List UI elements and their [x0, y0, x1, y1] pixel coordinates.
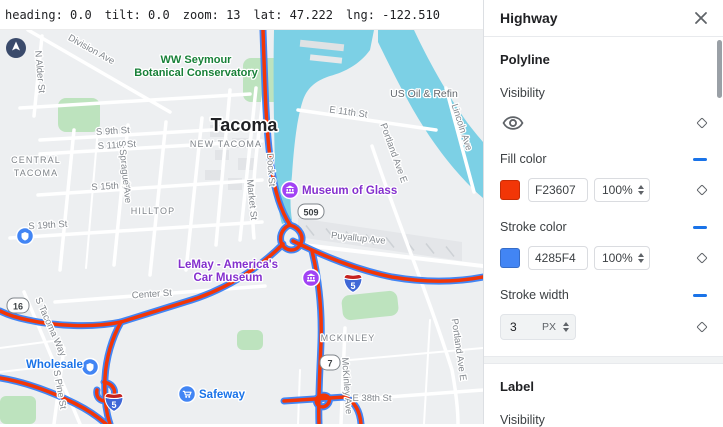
- poi-label-museum-of-glass: Museum of Glass: [302, 185, 397, 197]
- area-label-central-2: TACOMA: [14, 168, 58, 178]
- street-label-e38th: E 38th St: [352, 393, 391, 404]
- stroke-width-arrows[interactable]: [561, 322, 571, 332]
- shield-label-16: 16: [13, 302, 23, 312]
- street-label-mckinley-ave: McKinley Ave: [339, 357, 354, 414]
- stroke-inherit-diamond-icon[interactable]: [695, 251, 709, 265]
- stroke-width-label: Stroke width: [500, 288, 569, 302]
- fill-opacity-stepper[interactable]: 100%: [594, 178, 650, 202]
- stroke-color-label: Stroke color: [500, 220, 567, 234]
- fill-color-swatch[interactable]: [500, 180, 520, 200]
- poi-shield-icon-1[interactable]: [15, 226, 35, 246]
- street-label-s11th: S 11th St: [97, 139, 136, 152]
- safeway-cart-icon[interactable]: [177, 384, 197, 404]
- stroke-override-dash-icon[interactable]: [693, 225, 707, 229]
- area-label-new-tacoma: NEW TACOMA: [190, 139, 262, 149]
- panel-title: Highway: [500, 10, 558, 26]
- lemay-museum-icon[interactable]: [301, 268, 321, 288]
- interstate-shield-i5-south: 5: [104, 393, 124, 413]
- compass-control[interactable]: [6, 38, 26, 58]
- stroke-opacity-stepper[interactable]: 100%: [594, 246, 650, 270]
- street-label-s9th: S 9th St: [96, 125, 131, 138]
- shield-label-i5: 5: [111, 400, 116, 410]
- fill-override-dash-icon[interactable]: [693, 157, 707, 161]
- stroke-color-hex-input[interactable]: [528, 246, 588, 270]
- stat-heading: heading: 0.0: [5, 7, 92, 22]
- fill-opacity-arrows[interactable]: [636, 185, 646, 195]
- map-svg: 509 16 7 5 5: [0, 30, 483, 424]
- section-divider: [484, 356, 723, 364]
- fill-opacity-value: 100%: [602, 183, 633, 197]
- street-label-dock: Dock St: [264, 153, 277, 187]
- water-areas: [273, 30, 483, 224]
- route-shield-7: 7: [319, 354, 341, 371]
- camera-status-bar: heading: 0.0 tilt: 0.0 zoom: 13 lat: 47.…: [0, 0, 483, 30]
- stat-tilt: tilt: 0.0: [104, 7, 170, 22]
- fill-color-label: Fill color: [500, 152, 547, 166]
- pier-structures: [299, 39, 345, 64]
- street-label-s15th: S 15th St: [91, 180, 131, 193]
- polyline-section: Polyline Visibility Fill color 100%: [484, 52, 723, 340]
- rail-yard: [298, 218, 462, 261]
- poi-label-conservatory-2: Botanical Conservatory: [134, 67, 258, 79]
- poi-label-safeway: Safeway: [199, 389, 246, 401]
- stroke-color-swatch[interactable]: [500, 248, 520, 268]
- poi-label-wholesale: Wholesale: [26, 359, 83, 371]
- poi-label-lemay-2: Car Museum: [193, 272, 262, 284]
- section-heading-label: Label: [500, 379, 534, 394]
- map-canvas[interactable]: 509 16 7 5 5: [0, 30, 483, 424]
- fill-color-hex-input[interactable]: [528, 178, 588, 202]
- stroke-width-stepper[interactable]: 3 PX: [500, 314, 576, 340]
- area-label-hilltop: HILLTOP: [131, 206, 175, 216]
- visibility-eye-toggle[interactable]: [500, 112, 526, 134]
- stroke-width-override-dash-icon[interactable]: [693, 293, 707, 297]
- stroke-width-unit: PX: [541, 321, 556, 333]
- stroke-opacity-arrows[interactable]: [636, 253, 646, 263]
- area-label-mckinley: MCKINLEY: [321, 333, 376, 343]
- panel-header: Highway: [484, 0, 723, 37]
- stat-lat: lat: 47.222: [253, 7, 334, 22]
- poi-label-conservatory-1: WW Seymour: [161, 54, 233, 66]
- label-visibility-label: Visibility: [500, 413, 545, 427]
- museum-of-glass-icon[interactable]: [280, 180, 300, 200]
- street-label-alder: N Alder St: [32, 50, 47, 94]
- poi-label-lemay-1: LeMay - America's: [178, 259, 278, 271]
- city-label-tacoma: Tacoma: [211, 115, 279, 135]
- interstate-shield-i5-north: 5: [343, 274, 363, 294]
- stat-zoom: zoom: 13: [182, 7, 241, 22]
- area-label-central-1: CENTRAL: [11, 155, 61, 165]
- fill-inherit-diamond-icon[interactable]: [695, 183, 709, 197]
- section-heading-polyline: Polyline: [500, 52, 550, 67]
- poi-label-us-oil: US Oil & Refin: [390, 88, 458, 100]
- shield-label-i5: 5: [350, 281, 355, 291]
- shield-label-509: 509: [303, 208, 318, 218]
- stroke-opacity-value: 100%: [602, 251, 633, 265]
- shield-label-7: 7: [327, 359, 332, 369]
- close-icon[interactable]: [691, 8, 711, 28]
- scrollbar[interactable]: [717, 40, 722, 98]
- label-section: Label Visibility: [484, 379, 723, 427]
- map-column: heading: 0.0 tilt: 0.0 zoom: 13 lat: 47.…: [0, 0, 483, 424]
- polyline-visibility-label: Visibility: [500, 86, 545, 100]
- street-lines: [0, 30, 483, 424]
- poi-shield-icon-2[interactable]: [80, 357, 100, 377]
- visibility-inherit-diamond-icon[interactable]: [695, 116, 709, 130]
- stat-lng: lng: -122.510: [346, 7, 440, 22]
- route-shield-509: 509: [297, 203, 325, 220]
- street-label-s19th: S 19th St: [28, 219, 68, 232]
- stroke-width-value: 3: [510, 320, 517, 334]
- street-label-center: Center St: [131, 288, 172, 302]
- stroke-width-inherit-diamond-icon[interactable]: [695, 320, 709, 334]
- route-shield-16: 16: [6, 297, 30, 314]
- style-panel: Highway Polyline Visibility Fill color: [483, 0, 723, 427]
